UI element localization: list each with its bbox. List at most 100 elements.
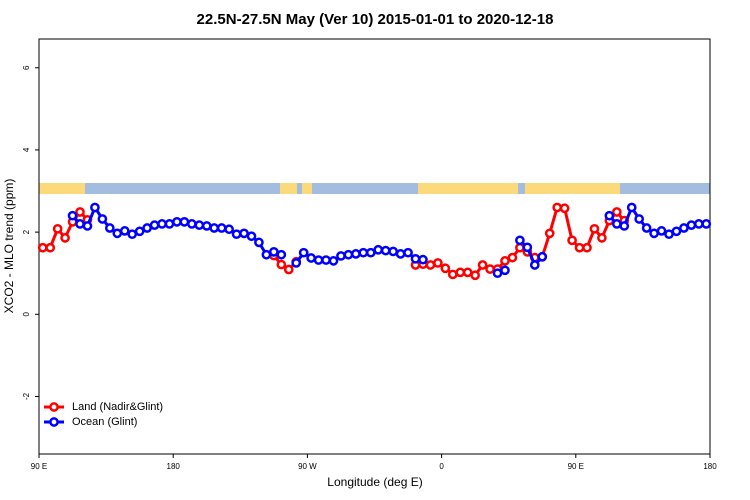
point	[522, 242, 533, 253]
point	[485, 264, 495, 274]
point	[529, 260, 540, 270]
point	[626, 202, 637, 213]
point	[582, 242, 592, 253]
point	[194, 220, 205, 230]
point	[403, 247, 413, 258]
point	[649, 228, 659, 239]
x-tick-label: 180	[703, 462, 717, 471]
point	[216, 223, 227, 233]
point	[67, 210, 78, 221]
point	[37, 242, 48, 253]
point	[544, 228, 555, 239]
point	[559, 203, 570, 214]
point	[365, 247, 376, 258]
point	[343, 249, 354, 260]
point	[574, 242, 585, 253]
point	[321, 255, 331, 265]
point	[507, 252, 518, 263]
land-patch	[39, 183, 85, 194]
point	[589, 223, 600, 234]
point	[597, 233, 607, 243]
y-tick-label: -2	[22, 392, 31, 400]
point	[276, 259, 287, 270]
point	[179, 216, 190, 227]
point	[75, 219, 85, 229]
x-axis-label: Longitude (deg E)	[327, 475, 422, 489]
point	[276, 249, 287, 260]
point	[425, 260, 436, 270]
point	[261, 249, 272, 260]
point	[142, 223, 152, 233]
y-tick-label: 4	[22, 147, 31, 152]
point	[52, 223, 63, 234]
point	[634, 214, 645, 224]
point	[157, 219, 167, 229]
legend-marker	[49, 417, 59, 427]
point	[671, 226, 682, 237]
land-patch	[525, 183, 620, 194]
point	[679, 223, 689, 233]
point	[351, 249, 361, 259]
point	[291, 258, 302, 268]
point	[373, 244, 384, 255]
point	[664, 229, 674, 240]
point	[104, 223, 115, 233]
plot-frame	[38, 38, 711, 455]
point	[552, 202, 563, 213]
point	[201, 221, 212, 231]
point	[209, 223, 220, 233]
point	[567, 235, 577, 246]
point	[470, 270, 480, 281]
point	[306, 253, 316, 263]
point	[395, 249, 406, 259]
point	[492, 268, 503, 279]
map-strip	[39, 183, 710, 194]
point	[433, 258, 443, 268]
point	[313, 255, 324, 265]
point	[134, 226, 145, 237]
point	[701, 219, 712, 229]
point	[246, 231, 257, 242]
point	[500, 256, 510, 266]
chart-title: 22.5N-27.5N May (Ver 10) 2015-01-01 to 2…	[197, 11, 554, 28]
point	[656, 226, 667, 236]
point	[619, 221, 630, 231]
x-tick-label: 90 E	[31, 462, 47, 471]
point	[641, 223, 652, 233]
y-tick-label: 0	[22, 312, 31, 317]
point	[269, 246, 279, 257]
y-tick-label: 2	[22, 229, 31, 234]
point	[82, 221, 93, 231]
y-tick-label: 6	[22, 65, 31, 70]
point	[60, 233, 70, 243]
point	[97, 214, 108, 224]
point	[537, 251, 548, 262]
y-axis-label: XCO2 - MLO trend (ppm)	[2, 179, 16, 314]
legend-label: Land (Nadir&Glint)	[72, 401, 163, 413]
point	[149, 220, 160, 230]
point	[112, 228, 123, 239]
point	[477, 260, 488, 270]
point	[447, 269, 458, 280]
point	[515, 242, 525, 253]
point	[686, 220, 697, 230]
point	[239, 228, 249, 239]
point	[254, 237, 264, 248]
point	[462, 267, 473, 278]
point	[336, 251, 346, 261]
x-tick-label: 90 E	[568, 462, 584, 471]
point	[380, 245, 391, 256]
point	[604, 210, 615, 221]
land-patch	[280, 183, 297, 194]
land-patch	[302, 183, 312, 194]
point	[172, 216, 182, 227]
point	[611, 219, 622, 229]
point	[90, 202, 100, 213]
point	[410, 253, 421, 264]
ocean-strip	[39, 183, 710, 194]
point	[298, 247, 309, 258]
point	[358, 247, 369, 258]
point	[186, 219, 197, 229]
point	[283, 264, 294, 275]
